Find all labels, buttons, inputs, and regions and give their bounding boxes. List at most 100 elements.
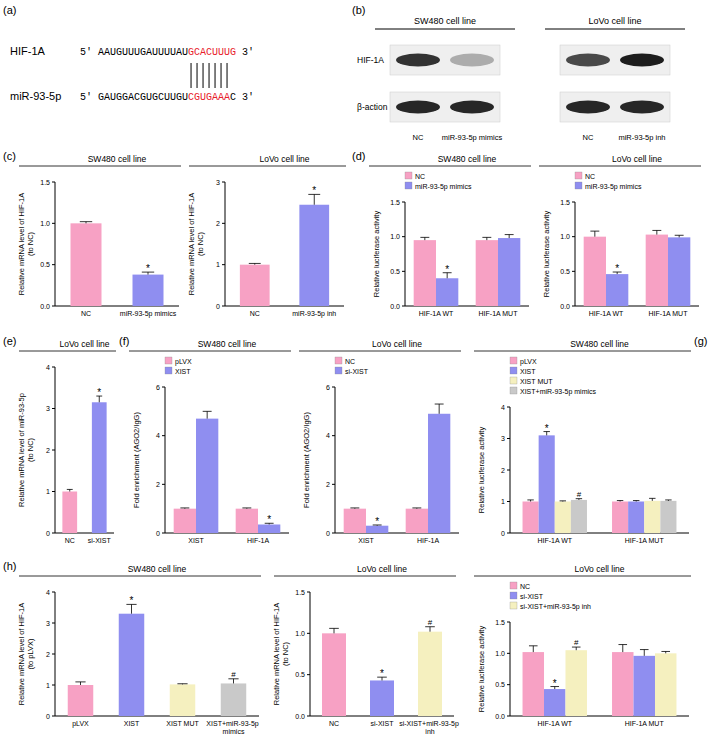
y-tick [332,533,335,534]
y-tick-label: 1 [501,498,505,505]
y-tick [52,716,55,717]
x-tick-label: si-XIST [371,720,395,727]
bar [612,502,628,534]
y-tick [162,484,165,485]
bar [539,435,555,533]
annotation: # [577,490,582,499]
y-tick-label: 3 [501,435,505,442]
chart-title: LoVo cell line [59,339,109,349]
y-tick [507,622,510,623]
y-tick-label: 0.5 [495,681,505,688]
axis-title: Relative luciferase activity [477,427,486,514]
x-tick-label-line: inh [425,728,434,735]
error-bar [207,411,208,418]
title-rule [19,166,181,167]
bars [523,432,677,533]
y-tick [162,435,165,436]
axis-title: Relative luciferase activity [372,211,381,298]
y-tick [52,533,55,534]
title-rule [474,351,691,352]
bar [119,614,145,716]
annotation: # [574,638,579,647]
bars [240,194,329,306]
blot-row-label: β-action [357,102,388,112]
figure: (a)(b)(c)(d)(e)(f)(g)(h)HIF-1A5' AAUGUUU… [0,0,709,741]
bar [299,205,329,306]
bar [523,652,544,716]
y-tick [52,408,55,409]
bar [92,402,107,533]
error-cap [242,507,251,508]
y-axis [165,387,166,533]
y-tick-label: 0.5 [560,268,570,275]
y-tick-label: 0 [326,530,330,537]
bar [660,501,676,533]
x-tick-label-line: si-XIST [371,720,395,727]
y-tick [52,264,55,265]
bar [428,414,450,533]
legend: pLVXXISTXIST MUTXIST+miR-93-5p mimics [510,357,597,396]
panel-label: (f) [119,335,129,347]
blot-title: LoVo cell line [588,16,641,26]
x-tick-label-line: HIF-1A MUT [625,537,665,544]
bar [634,656,655,716]
x-tick-label: XIST [358,537,374,544]
bars [62,396,106,533]
x-tick-label: XIST [124,720,140,727]
bar [68,685,94,716]
y-axis [335,387,336,533]
x-tick-label: HIF-1A WT [419,310,454,317]
blot-band [566,54,610,67]
x-tick-label: XIST MUT [166,720,199,727]
y-tick-label: 1.0 [295,630,305,637]
error-cap [249,263,261,264]
axis-title: (to NC) [281,641,290,666]
legend-swatch [510,387,517,394]
y-tick-label: 4 [326,432,330,439]
axis-title: Relative mRNA level of HIF-1A [187,193,196,296]
lane-label: miR-93-5p inh [618,133,665,142]
bar [174,509,196,533]
x-tick-label-line: NC [81,310,91,317]
chart-title: LoVo cell line [259,154,309,164]
title-rule [369,166,531,167]
bar [628,502,644,534]
bars [68,604,247,716]
bar-chart: SW480 cell lineRelative mRNA level of HI… [17,154,181,318]
y-tick [402,271,405,272]
y-tick-label: 1.5 [495,619,505,626]
y-tick-label: 1.0 [40,220,50,227]
bar [370,680,394,716]
legend: NCmiR-93-5p mimics [575,172,642,191]
bar [606,274,628,306]
bar [476,240,498,306]
legend-swatch [510,602,517,609]
error-cap [527,499,533,500]
y-tick [52,182,55,183]
error-cap [180,507,189,508]
y-tick [307,674,310,675]
legend-swatch [405,182,412,189]
base-pair [221,63,222,88]
y-tick-label: 0.5 [40,261,50,268]
bars [523,645,677,716]
y-tick-label: 0 [46,530,50,537]
error-cap [435,404,444,405]
panel-label: (e) [3,335,16,347]
base-pair [191,63,192,88]
title-rule [474,576,691,577]
legend-swatch [510,377,517,384]
error-cap [203,411,212,412]
y-tick [222,264,225,265]
chart-title: SW480 cell line [198,339,257,349]
x-tick-label-line: HIF-1A MUT [649,310,689,317]
y-tick-label: 1.5 [295,589,305,596]
sequence-name: miR-93-5p [10,90,61,102]
y-tick-label: 2 [501,467,505,474]
legend-label: si-XIST [520,593,544,600]
annotation: * [445,264,449,275]
bar [196,419,218,533]
blot-band [620,101,664,114]
sequence-segment: C 3' [230,92,254,103]
y-tick [222,182,225,183]
